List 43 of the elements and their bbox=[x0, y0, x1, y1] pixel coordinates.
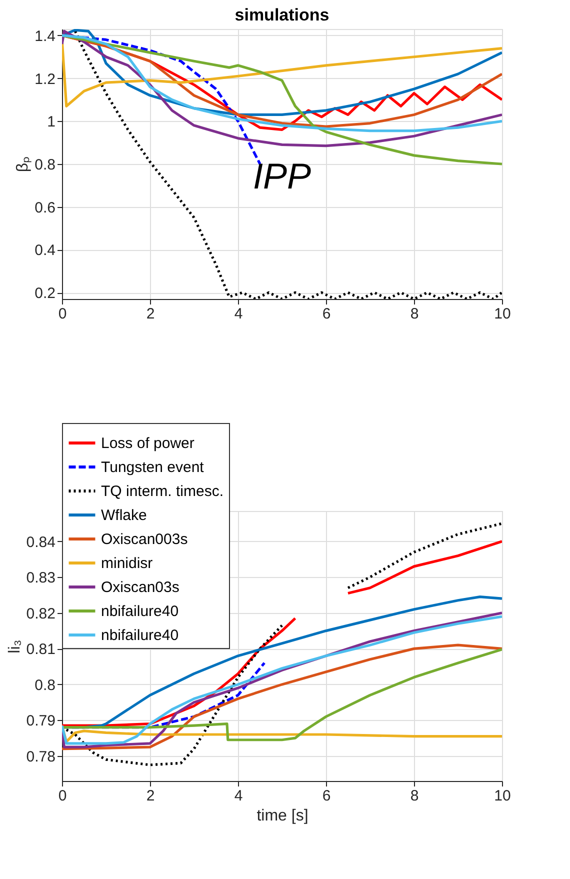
y-tick-label: 1 bbox=[47, 114, 56, 131]
y-tick-label: 0.81 bbox=[26, 641, 56, 658]
x-tick-label: 0 bbox=[58, 788, 67, 804]
y-tick-label: 0.8 bbox=[34, 156, 56, 174]
y-tick-label: 0.79 bbox=[26, 712, 56, 730]
y-tick-label: 0.6 bbox=[34, 199, 56, 216]
y-tick-label: 1.4 bbox=[34, 28, 56, 45]
y-axis-title: li₃ bbox=[6, 640, 24, 654]
x-tick-label: 8 bbox=[410, 306, 419, 322]
y-tick-label: 1.2 bbox=[34, 70, 56, 88]
line-series bbox=[74, 30, 502, 299]
x-tick-label: 4 bbox=[234, 788, 243, 804]
y-tick-label: 0.82 bbox=[26, 605, 56, 622]
y-tick-label: 0.8 bbox=[34, 676, 56, 694]
line-series bbox=[62, 34, 502, 166]
x-tick-label: 6 bbox=[322, 306, 331, 322]
y-tick-label: 0.84 bbox=[26, 534, 56, 551]
legend-label: nbifailure40 bbox=[101, 603, 179, 620]
legend-label: nbifailure40 bbox=[101, 627, 179, 644]
annotation: IPP bbox=[252, 156, 312, 196]
legend-label: Loss of power bbox=[101, 435, 194, 452]
legend-label: Tungsten event bbox=[101, 459, 205, 476]
line-series bbox=[62, 724, 502, 743]
legend-label: Wflake bbox=[101, 507, 147, 524]
y-tick-label: 0.4 bbox=[34, 242, 56, 260]
y-tick-label: 0.83 bbox=[26, 570, 56, 587]
x-tick-label: 10 bbox=[494, 788, 511, 804]
x-tick-label: 2 bbox=[146, 306, 155, 322]
legend-label: minidisr bbox=[101, 555, 153, 572]
legend-label: Oxiscan003s bbox=[101, 531, 188, 548]
legend-label: TQ interm. timesc. bbox=[101, 483, 224, 500]
chart-title: simulations bbox=[234, 5, 330, 24]
x-tick-label: 0 bbox=[58, 306, 67, 322]
x-tick-label: 2 bbox=[146, 788, 155, 804]
x-tick-label: 8 bbox=[410, 788, 419, 804]
y-tick-label: 0.78 bbox=[26, 748, 56, 766]
y-axis-title: βₚ bbox=[14, 156, 32, 172]
x-axis-title: time [s] bbox=[256, 808, 308, 824]
x-tick-label: 6 bbox=[322, 788, 331, 804]
x-tick-label: 4 bbox=[234, 306, 243, 322]
legend-label: Oxiscan03s bbox=[101, 579, 180, 596]
y-tick-label: 0.2 bbox=[34, 285, 56, 302]
x-tick-label: 10 bbox=[494, 306, 511, 322]
